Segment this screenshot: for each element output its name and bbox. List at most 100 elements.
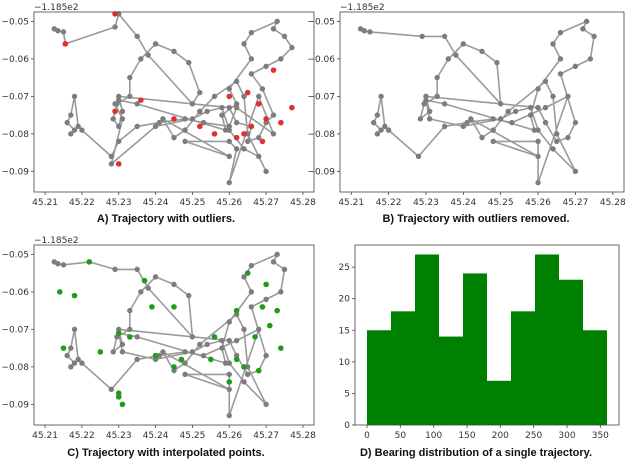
panel-c-point [270,259,277,265]
panel-b-point [591,33,597,40]
panel-b-point [557,56,564,62]
panel-b-point [445,56,452,62]
panel-a-point [263,63,269,70]
panel-d-bar [415,254,439,425]
panel-a-point [145,52,151,58]
panel-a-point [278,56,284,62]
panel-a-y-tick-label: −0.05 [1,17,29,27]
panel-c-y-tick-label: −0.06 [1,288,29,298]
panel-d-axes-frame [354,244,620,426]
panel-a-point [182,116,188,122]
panel-a-point [189,116,196,122]
panel-c-point [233,337,240,344]
panel-c-point [134,266,140,273]
panel-c-interpolated-point [178,356,185,363]
panel-a-outlier-point [115,161,122,167]
panel-c-point [134,334,140,340]
panel-a-point [204,108,210,115]
panel-a-outlier-point [248,123,255,130]
panel-a-point [226,138,232,145]
panel-b-point [572,119,579,126]
panel-a-point [119,108,126,115]
panel-b-point [535,127,541,133]
panel-a-point [68,112,74,118]
panel-c-point [189,334,196,340]
panel-b-point [527,104,534,111]
panel-b-point [453,52,459,58]
panel-a-outlier-point [233,134,240,141]
panel-d-y-tick-label: 20 [339,295,351,305]
panel-b-x-tick-label: 45.26 [525,198,551,208]
panel-c-point [189,349,196,355]
panel-b-point [535,104,541,111]
panel-a-point [186,59,192,66]
panel-d-y-tick-label: 25 [339,263,350,273]
panel-a-point [108,153,115,160]
panel-a-outlier-point [196,123,203,130]
panel-b-point [423,97,429,103]
panel-d-bar [391,311,415,425]
panel-c-interpolated-point [149,304,155,310]
panel-b-point [370,119,377,126]
panel-a-point [256,134,262,141]
panel-b-point [580,26,586,32]
panel-c-point [75,356,81,363]
panel-c-point [182,349,188,355]
panel-b-caption: B) Trajectory with outliers removed. [382,213,569,225]
panel-a-point [64,119,70,126]
panel-d-x-tick-label: 50 [395,431,407,441]
panel-a-point [270,131,277,137]
panel-c-point [219,345,225,351]
panel-b-point [468,116,474,122]
panel-a-point [226,123,232,130]
panel-b-point [464,119,470,126]
panel-c-point [263,401,269,408]
panel-c-y-tick-label: −0.08 [1,363,29,373]
panel-b-x-tick-label: 45.25 [488,198,514,208]
panel-a-outlier-point [171,116,177,122]
panel-c-interpolated-point [171,364,177,370]
panel-c-point [274,251,280,258]
panel-c-interpolated-point [274,307,280,314]
panel-b-x-tick-label: 45.21 [338,198,364,208]
panel-b-point [434,74,440,81]
panel-c-interpolated-point [266,322,273,329]
panel-c-point [241,274,247,280]
panel-a-point [152,123,159,130]
panel-a-point [256,153,262,160]
panel-c-point [219,337,225,344]
panel-a-point [263,168,269,175]
panel-a-point [116,138,122,145]
panel-b-point [550,146,556,152]
panel-a-axes-frame [33,11,315,193]
panel-b-point [374,131,381,137]
panel-c-point [263,296,269,303]
panel-a-point [226,86,232,92]
panel-a-point [259,86,266,92]
panel-c-trajectory-line [53,253,286,417]
panel-b-point [417,116,424,122]
panel-c-point [152,274,159,280]
panel-a-point [233,101,240,107]
panel-a-x-tick-label: 45.27 [253,198,279,208]
panel-c-caption: C) Trajectory with interpolated points. [67,447,264,459]
panel-a-point [134,123,140,130]
panel-b-point [527,112,534,118]
panel-b-point [494,59,500,66]
panel-c-point [145,285,151,291]
panel-a-point [241,146,247,152]
panel-d-bar [463,273,487,425]
panel-c-interpolated-point [241,364,247,370]
panel-b-point [423,93,429,100]
panel-a-outlier-point [263,116,269,122]
panel-c-point [108,386,115,393]
panel-d-x-tick-label: 350 [592,431,609,441]
panel-a-outlier-point [62,41,69,47]
panel-c-interpolated-point [115,330,122,336]
panel-a-outlier-point [211,131,218,137]
panel-c-point [182,360,188,366]
panel-c-axes-frame [33,244,315,426]
panel-c-point [241,326,247,333]
panel-b-point [497,101,504,107]
panel-c-point [256,326,262,333]
